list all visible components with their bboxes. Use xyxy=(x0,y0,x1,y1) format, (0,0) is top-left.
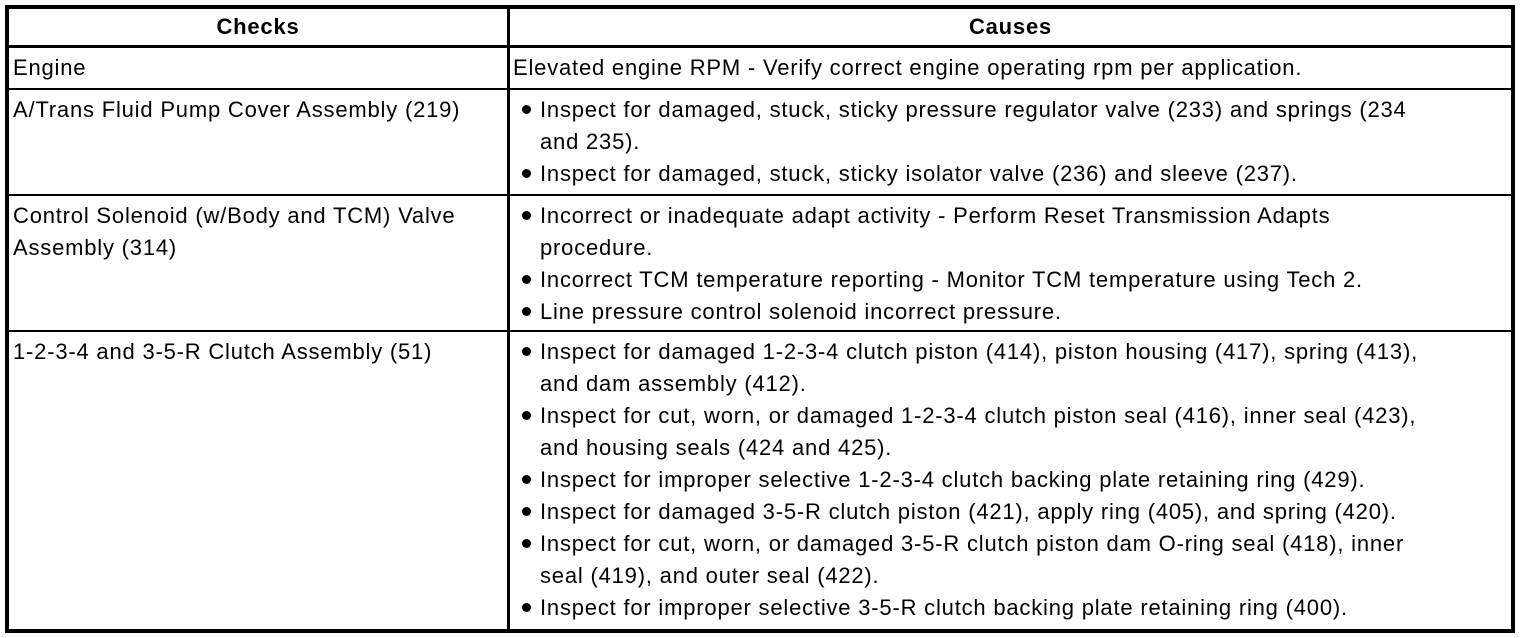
checks-causes-table: Checks Causes Engine Elevated engine RPM… xyxy=(5,5,1515,633)
causes-list: Inspect for damaged, stuck, sticky press… xyxy=(513,94,1435,190)
causes-list: Inspect for damaged 1-2-3-4 clutch pisto… xyxy=(513,336,1435,624)
check-label: Control Solenoid (w/Body and TCM) Valve … xyxy=(13,203,456,260)
cause-item: Inspect for cut, worn, or damaged 3-5-R … xyxy=(513,528,1435,592)
check-label: Engine xyxy=(13,55,87,80)
causes-cell-control-solenoid: Incorrect or inadequate adapt activity -… xyxy=(510,196,1511,332)
cause-item: Inspect for damaged 1-2-3-4 clutch pisto… xyxy=(513,336,1435,400)
cause-item: Inspect for damaged, stuck, sticky isola… xyxy=(513,158,1435,190)
check-label: A/Trans Fluid Pump Cover Assembly (219) xyxy=(13,97,461,122)
cause-item: Inspect for cut, worn, or damaged 1-2-3-… xyxy=(513,400,1435,464)
causes-list: Incorrect or inadequate adapt activity -… xyxy=(513,200,1435,328)
column-header-checks-label: Checks xyxy=(216,14,300,39)
check-cell-clutch-assembly: 1-2-3-4 and 3-5-R Clutch Assembly (51) xyxy=(9,332,510,629)
check-cell-pump-cover: A/Trans Fluid Pump Cover Assembly (219) xyxy=(9,90,510,196)
cause-item: Line pressure control solenoid incorrect… xyxy=(513,296,1435,328)
cause-text: Elevated engine RPM - Verify correct eng… xyxy=(513,55,1303,80)
column-header-causes: Causes xyxy=(510,9,1511,48)
check-label: 1-2-3-4 and 3-5-R Clutch Assembly (51) xyxy=(13,339,433,364)
cause-item: Incorrect or inadequate adapt activity -… xyxy=(513,200,1435,264)
check-cell-engine: Engine xyxy=(9,48,510,90)
cause-item: Inspect for damaged, stuck, sticky press… xyxy=(513,94,1435,158)
cause-item: Inspect for improper selective 1-2-3-4 c… xyxy=(513,464,1435,496)
column-header-checks: Checks xyxy=(9,9,510,48)
cause-item: Incorrect TCM temperature reporting - Mo… xyxy=(513,264,1435,296)
cause-item: Inspect for damaged 3-5-R clutch piston … xyxy=(513,496,1435,528)
column-header-causes-label: Causes xyxy=(968,14,1053,39)
cause-item: Inspect for improper selective 3-5-R clu… xyxy=(513,592,1435,624)
check-cell-control-solenoid: Control Solenoid (w/Body and TCM) Valve … xyxy=(9,196,510,332)
causes-cell-clutch-assembly: Inspect for damaged 1-2-3-4 clutch pisto… xyxy=(510,332,1511,629)
causes-cell-pump-cover: Inspect for damaged, stuck, sticky press… xyxy=(510,90,1511,196)
causes-cell-engine: Elevated engine RPM - Verify correct eng… xyxy=(510,48,1511,90)
